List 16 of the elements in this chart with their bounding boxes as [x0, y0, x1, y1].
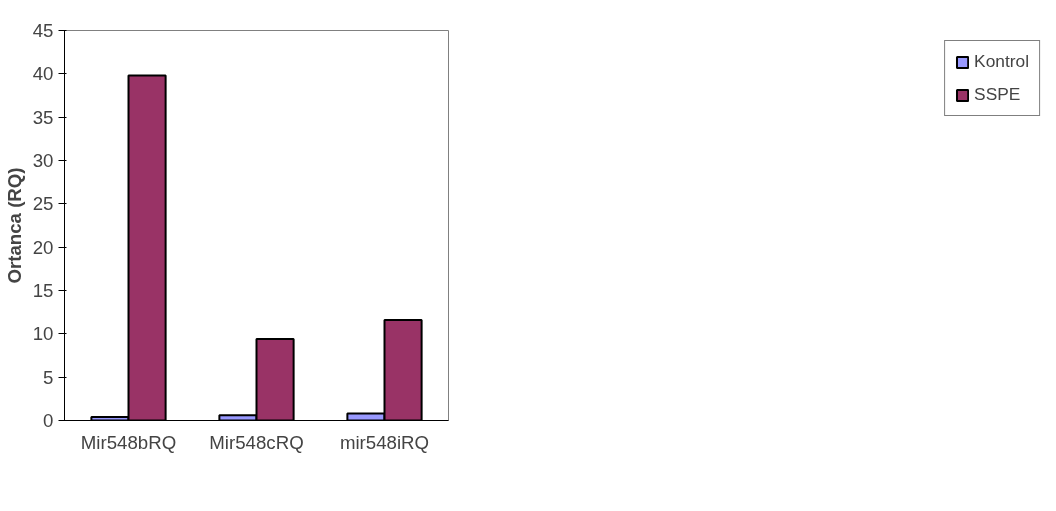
y-tick-label: 35: [32, 106, 54, 128]
y-tick-label: 30: [32, 150, 54, 171]
y-tick-label: 40: [32, 63, 54, 85]
y-tick-label: 45: [32, 20, 54, 41]
y-tick-label: 15: [32, 280, 54, 301]
y-tick-label: 5: [43, 366, 54, 388]
y-axis-title: Ortanca (RQ): [3, 167, 25, 284]
x-tick-label: Mir548bRQ: [80, 431, 177, 453]
x-tick-label: mir548iRQ: [339, 431, 430, 453]
x-tick-label: Mir548cRQ: [209, 431, 304, 453]
y-tick-label: 0: [43, 410, 54, 431]
y-tick-label: 10: [32, 323, 54, 345]
y-tick-label: 25: [32, 193, 54, 215]
legend-label: SSPE: [974, 84, 1021, 105]
y-tick-label: 20: [32, 236, 54, 258]
legend-label: Kontrol: [974, 51, 1029, 72]
